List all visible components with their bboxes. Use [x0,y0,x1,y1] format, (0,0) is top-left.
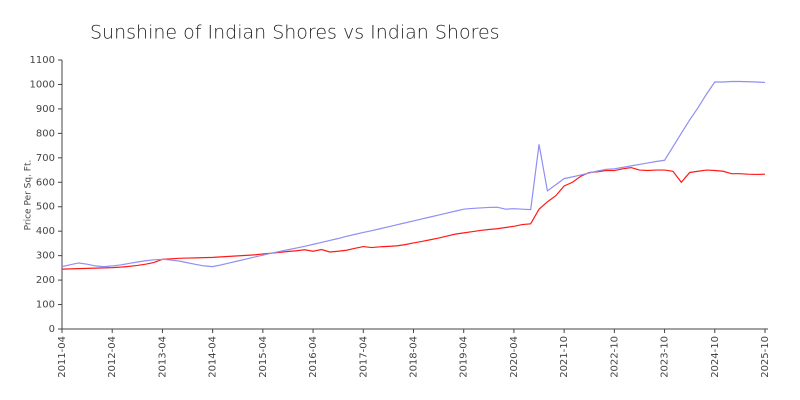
y-tick-label: 700 [36,153,55,164]
x-tick-label: 2011-04 [57,336,68,378]
y-tick-label: 500 [36,202,55,213]
y-tick-label: 1100 [30,55,55,66]
x-tick-label: 2020-04 [509,336,520,378]
x-tick-label: 2025-10 [760,336,771,378]
x-tick-label: 2022-10 [609,336,620,378]
x-tick-label: 2017-04 [358,336,369,378]
x-tick-label: 2016-04 [308,336,319,378]
x-tick-label: 2014-04 [208,336,219,378]
x-tick-label: 2015-04 [258,336,269,378]
y-tick-label: 900 [36,104,55,115]
x-tick-label: 2024-10 [710,336,721,378]
y-tick-label: 600 [36,177,55,188]
y-tick-label: 200 [36,275,55,286]
x-tick-label: 2013-04 [157,336,168,378]
y-tick-label: 0 [49,324,55,335]
y-axis-label: Price Per Sq. Ft. [24,160,34,231]
x-tick-label: 2012-04 [107,336,118,378]
y-tick-label: 400 [36,226,55,237]
y-tick-label: 100 [36,300,55,311]
x-tick-label: 2023-10 [660,336,671,378]
x-tick-label: 2021-10 [559,336,570,378]
x-tick-label: 2018-04 [409,336,420,378]
series-line [61,80,766,268]
y-tick-label: 300 [36,251,55,262]
chart-title: Sunshine of Indian Shores vs Indian Shor… [90,22,500,44]
y-tick-label: 1000 [30,79,55,90]
series-line [61,166,766,270]
y-tick-label: 800 [36,128,55,139]
x-tick-label: 2019-04 [459,336,470,378]
